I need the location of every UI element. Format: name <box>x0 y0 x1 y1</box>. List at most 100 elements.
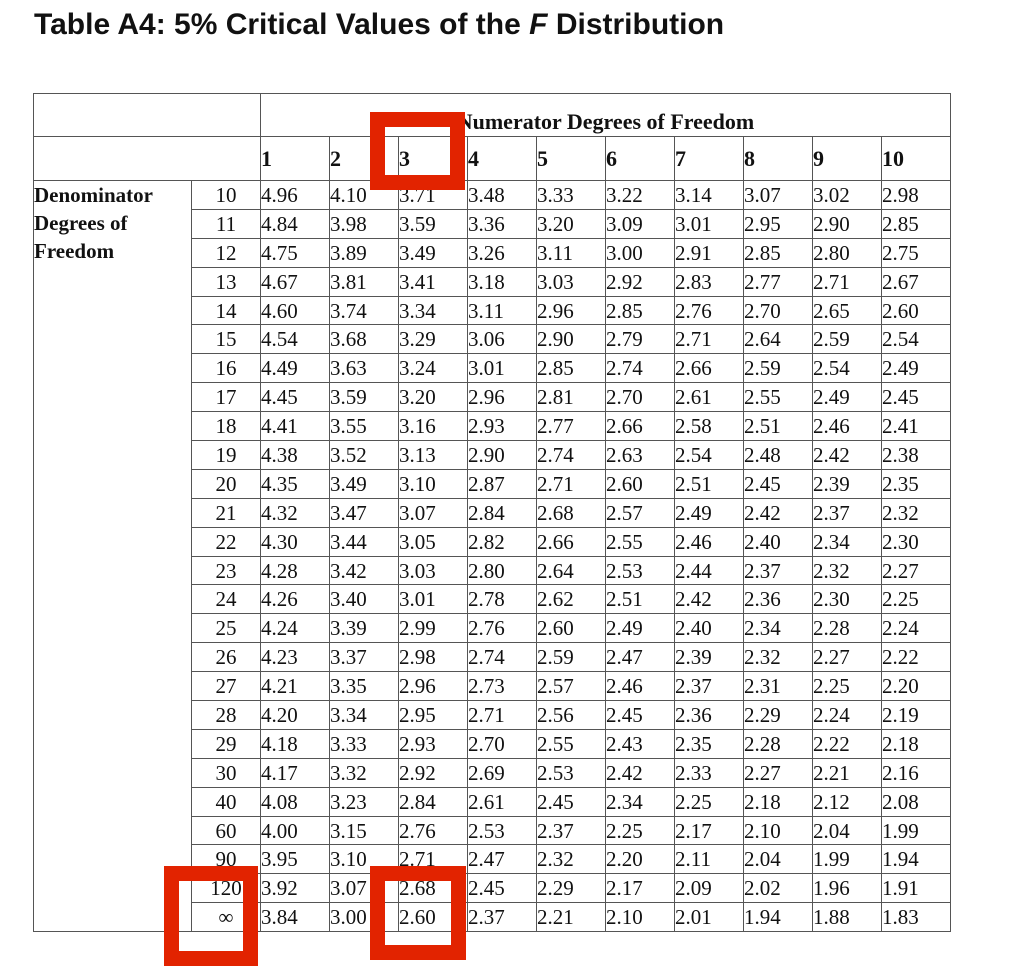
value-cell: 2.60 <box>605 468 675 499</box>
value-cell: 2.59 <box>743 353 813 384</box>
value-cell: 4.30 <box>260 526 330 557</box>
value-cell: 4.26 <box>260 584 330 615</box>
denominator-label-line: Denominator <box>34 183 154 207</box>
value-cell: 2.11 <box>674 844 744 875</box>
value-cell: 2.77 <box>536 411 606 442</box>
row-df-label: 21 <box>191 497 261 528</box>
value-cell: 2.90 <box>812 208 882 239</box>
value-cell: 1.99 <box>881 815 951 846</box>
value-cell: 2.59 <box>536 642 606 673</box>
value-cell: 3.40 <box>329 584 399 615</box>
value-cell: 2.21 <box>812 757 882 788</box>
row-df-label: 18 <box>191 411 261 442</box>
table-row: 15 4.54 3.68 3.29 3.06 2.90 2.79 2.71 2.64 2.59 2.… <box>34 324 951 355</box>
value-cell: 3.20 <box>398 382 468 413</box>
row-df-label: 25 <box>191 613 261 644</box>
value-cell: 2.43 <box>605 728 675 759</box>
value-cell: 2.85 <box>743 237 813 268</box>
value-cell: 2.87 <box>467 468 537 499</box>
row-df-label: 10 <box>191 180 261 210</box>
value-cell: 2.32 <box>536 844 606 875</box>
value-cell: 2.70 <box>467 728 537 759</box>
value-cell: 3.03 <box>398 555 468 586</box>
value-cell: 3.15 <box>329 815 399 846</box>
value-cell: 3.00 <box>329 902 399 933</box>
value-cell: 2.90 <box>467 440 537 470</box>
value-cell: 3.47 <box>329 497 399 528</box>
value-cell: 1.96 <box>812 873 882 904</box>
value-cell: 2.37 <box>674 671 744 702</box>
table-row: 60 4.00 3.15 2.76 2.53 2.37 2.25 2.17 2.10 2.04 1.… <box>34 815 951 846</box>
value-cell: 3.10 <box>398 468 468 499</box>
table-row: 21 4.32 3.47 3.07 2.84 2.68 2.57 2.49 2.42 2.37 2.… <box>34 497 951 528</box>
row-df-label: 17 <box>191 382 261 413</box>
row-df-label: 14 <box>191 295 261 326</box>
value-cell: 3.44 <box>329 526 399 557</box>
value-cell: 4.45 <box>260 382 330 413</box>
value-cell: 4.75 <box>260 237 330 268</box>
value-cell: 3.92 <box>260 873 330 904</box>
value-cell: 2.66 <box>536 526 606 557</box>
value-cell: 2.75 <box>881 237 951 268</box>
value-cell: 2.22 <box>881 642 951 673</box>
value-cell: 3.11 <box>467 295 537 326</box>
row-df-label: 24 <box>191 584 261 615</box>
value-cell: 2.98 <box>881 180 951 210</box>
value-cell: 3.95 <box>260 844 330 875</box>
value-cell: 3.06 <box>467 324 537 355</box>
value-cell: 2.10 <box>605 902 675 933</box>
value-cell: 4.84 <box>260 208 330 239</box>
column-header: 8 <box>743 136 813 181</box>
value-cell: 2.51 <box>605 584 675 615</box>
value-cell: 1.94 <box>743 902 813 933</box>
value-cell: 2.42 <box>674 584 744 615</box>
table-row: 25 4.24 3.39 2.99 2.76 2.60 2.49 2.40 2.34 2.28 2.… <box>34 613 951 644</box>
value-cell: 3.42 <box>329 555 399 586</box>
value-cell: 2.53 <box>467 815 537 846</box>
value-cell: 2.30 <box>881 526 951 557</box>
value-cell: 3.20 <box>536 208 606 239</box>
value-cell: 1.83 <box>881 902 951 933</box>
value-cell: 4.18 <box>260 728 330 759</box>
table-row: 120 3.92 3.07 2.68 2.45 2.29 2.17 2.09 2.02 1.96 1… <box>34 873 951 904</box>
value-cell: 4.17 <box>260 757 330 788</box>
corner-cell <box>33 93 261 137</box>
value-cell: 4.41 <box>260 411 330 442</box>
value-cell: 3.18 <box>467 266 537 297</box>
value-cell: 2.76 <box>398 815 468 846</box>
title-prefix: Table A4: 5% Critical Values of the <box>34 8 530 41</box>
value-cell: 2.46 <box>605 671 675 702</box>
column-header: 9 <box>812 136 882 181</box>
value-cell: 2.49 <box>605 613 675 644</box>
value-cell: 2.46 <box>674 526 744 557</box>
value-cell: 3.55 <box>329 411 399 442</box>
value-cell: 2.69 <box>467 757 537 788</box>
value-cell: 2.38 <box>881 440 951 470</box>
value-cell: 2.74 <box>536 440 606 470</box>
value-cell: 3.33 <box>329 728 399 759</box>
value-cell: 2.93 <box>398 728 468 759</box>
value-cell: 2.35 <box>674 728 744 759</box>
value-cell: 2.85 <box>536 353 606 384</box>
value-cell: 3.23 <box>329 786 399 817</box>
value-cell: 3.01 <box>674 208 744 239</box>
value-cell: 2.40 <box>743 526 813 557</box>
value-cell: 2.95 <box>743 208 813 239</box>
value-cell: 3.49 <box>398 237 468 268</box>
value-cell: 2.33 <box>674 757 744 788</box>
value-cell: 2.68 <box>536 497 606 528</box>
value-cell: 3.37 <box>329 642 399 673</box>
value-cell: 3.49 <box>329 468 399 499</box>
value-cell: 2.28 <box>743 728 813 759</box>
value-cell: 2.77 <box>743 266 813 297</box>
value-cell: 2.66 <box>674 353 744 384</box>
value-cell: 2.34 <box>743 613 813 644</box>
row-df-label: 29 <box>191 728 261 759</box>
value-cell: 2.93 <box>467 411 537 442</box>
value-cell: 2.37 <box>743 555 813 586</box>
value-cell: 3.02 <box>812 180 882 210</box>
value-cell: 2.66 <box>605 411 675 442</box>
numerator-header-row: Numerator Degrees of Freedom <box>33 93 951 137</box>
value-cell: 3.07 <box>743 180 813 210</box>
value-cell: 2.20 <box>881 671 951 702</box>
